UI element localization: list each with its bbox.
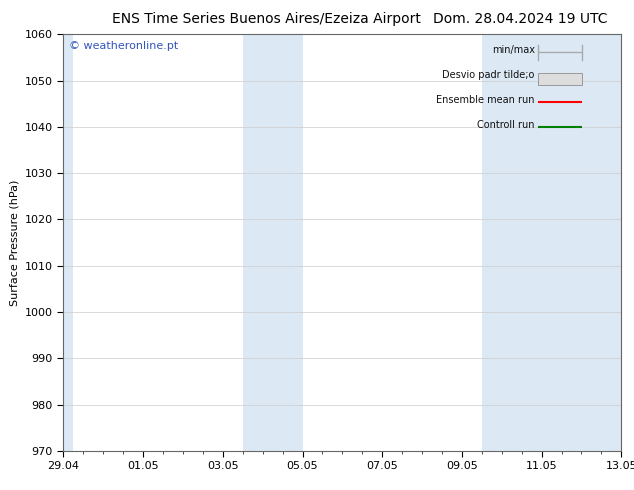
Bar xyxy=(538,73,582,85)
Text: © weatheronline.pt: © weatheronline.pt xyxy=(69,41,178,50)
Bar xyxy=(243,34,273,451)
Text: Controll run: Controll run xyxy=(477,120,535,130)
Bar xyxy=(63,34,74,451)
Text: Desvio padr tilde;o: Desvio padr tilde;o xyxy=(443,70,535,80)
Bar xyxy=(273,34,302,451)
Text: Dom. 28.04.2024 19 UTC: Dom. 28.04.2024 19 UTC xyxy=(432,12,607,26)
Bar xyxy=(482,34,512,451)
Text: ENS Time Series Buenos Aires/Ezeiza Airport: ENS Time Series Buenos Aires/Ezeiza Airp… xyxy=(112,12,421,26)
Text: min/max: min/max xyxy=(492,45,535,55)
Text: Ensemble mean run: Ensemble mean run xyxy=(436,95,535,105)
Bar xyxy=(512,34,621,451)
Y-axis label: Surface Pressure (hPa): Surface Pressure (hPa) xyxy=(10,179,19,306)
